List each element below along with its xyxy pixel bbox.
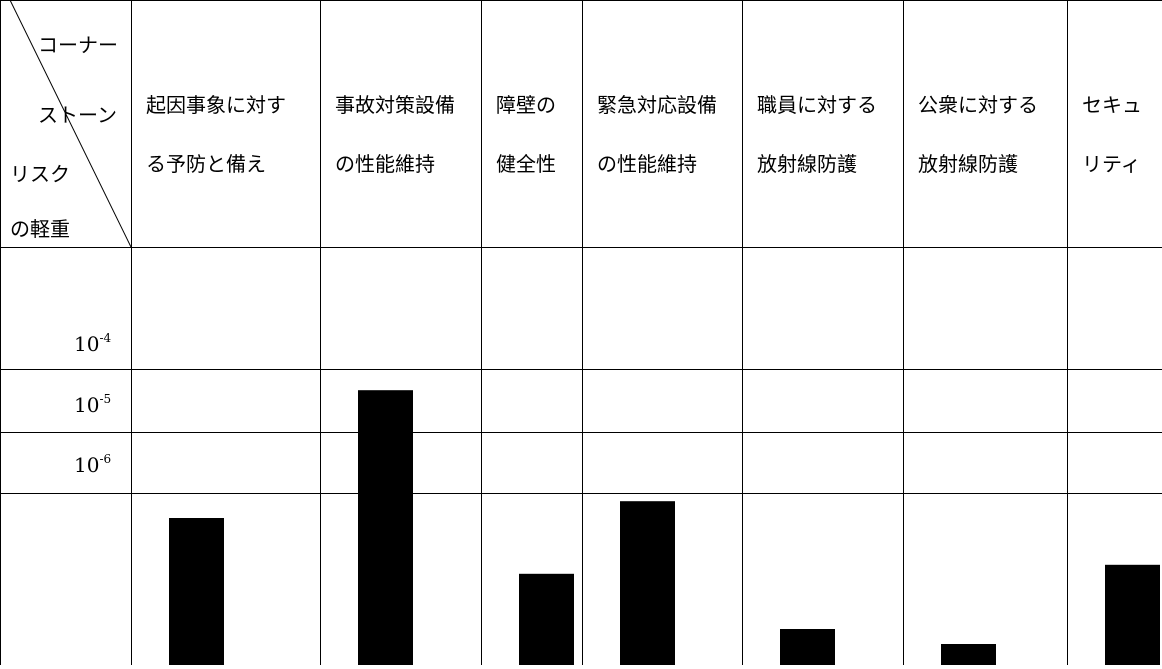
bar-2 — [519, 573, 574, 665]
bar-0 — [169, 518, 224, 665]
bar-4 — [780, 629, 835, 665]
y-tick-labels: 10-4 10-5 10-6 — [74, 331, 112, 477]
category-label-4-line-0: 職員に対する — [757, 93, 877, 117]
category-label-1-line-0: 事故対策設備 — [335, 93, 455, 117]
y-tick-label-1e-5: 10-5 — [74, 392, 111, 417]
corner-header: コーナー ストーン リスク の軽重 — [9, 0, 132, 248]
category-label-2-line-1: 健全性 — [496, 152, 556, 176]
category-label-1-line-1: の性能維持 — [335, 152, 435, 176]
corner-label-4: の軽重 — [10, 217, 70, 241]
corner-label-3: リスク — [10, 162, 70, 186]
bar-6 — [1105, 564, 1160, 665]
bar-1 — [358, 390, 413, 665]
category-label-5-line-0: 公衆に対する — [918, 93, 1038, 117]
bar-group — [169, 390, 1160, 665]
category-label-0-line-0: 起因事象に対す — [146, 93, 286, 117]
corner-label-1: コーナー — [38, 33, 118, 57]
category-label-4-line-1: 放射線防護 — [757, 152, 857, 176]
bar-5 — [941, 644, 996, 665]
category-label-3-line-1: の性能維持 — [597, 152, 697, 176]
category-label-6-line-0: セキュ — [1082, 93, 1142, 117]
y-tick-label-1e-4: 10-4 — [74, 331, 112, 356]
corner-label-2: ストーン — [38, 103, 117, 127]
category-label-5-line-1: 放射線防護 — [918, 152, 1018, 176]
category-label-2-line-0: 障壁の — [496, 93, 556, 117]
corner-diagonal — [9, 0, 132, 248]
category-label-6-line-1: リティ — [1082, 152, 1141, 176]
category-labels: 起因事象に対する予防と備え事故対策設備の性能維持障壁の健全性緊急対応設備の性能維… — [146, 93, 1142, 176]
category-label-0-line-1: る予防と備え — [146, 152, 266, 176]
category-label-3-line-0: 緊急対応設備 — [597, 93, 717, 117]
bar-3 — [620, 501, 675, 665]
y-tick-label-1e-6: 10-6 — [74, 452, 111, 477]
